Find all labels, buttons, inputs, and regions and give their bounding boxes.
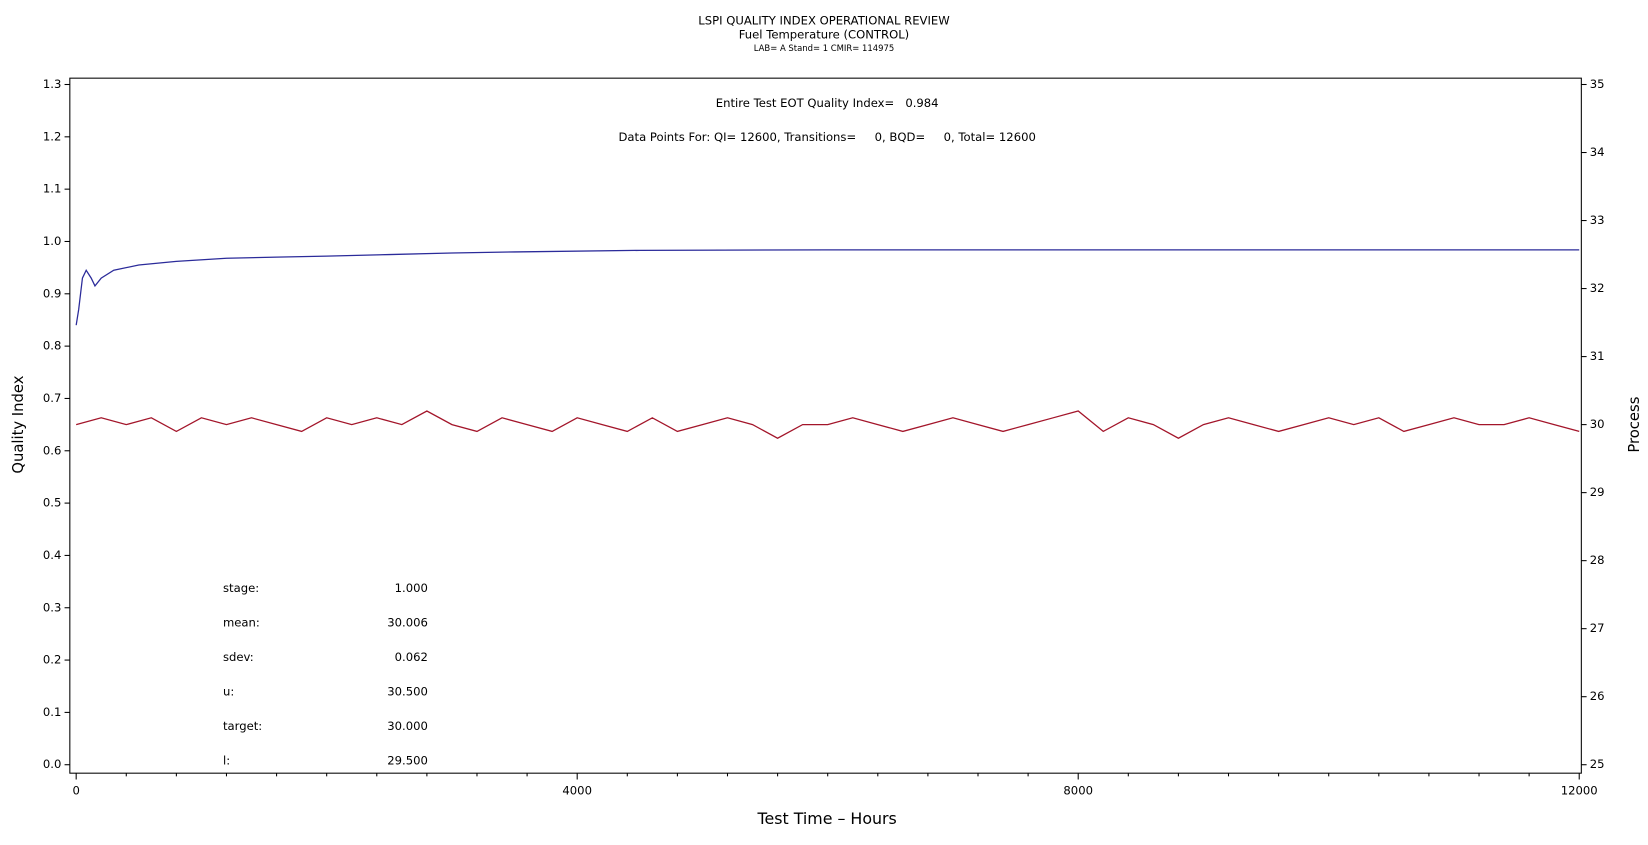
stat-value: 30.500	[387, 684, 428, 698]
x-tick-label: 4000	[562, 784, 592, 798]
y-tick-label: 0.7	[43, 391, 61, 405]
stat-label: u:	[223, 684, 234, 698]
y-axis-label: Quality Index	[10, 375, 27, 473]
y-tick-label: 0.0	[43, 757, 61, 771]
stat-value: 1.000	[395, 581, 428, 595]
x-tick-label: 12000	[1561, 784, 1598, 798]
annotation: Entire Test EOT Quality Index= 0.984	[716, 96, 939, 110]
y2-axis-label: Process	[1626, 397, 1643, 453]
y-tick-label: 0.5	[43, 496, 61, 510]
x-tick-label: 8000	[1063, 784, 1093, 798]
y-tick-label: 0.6	[43, 443, 61, 457]
stat-label: sdev:	[223, 650, 254, 664]
chart-subtitle: Fuel Temperature (CONTROL)	[739, 27, 909, 41]
x-tick-label: 0	[72, 784, 79, 798]
y-tick-label: 0.8	[43, 339, 61, 353]
y2-tick-label: 27	[1590, 621, 1605, 635]
chart-subtitle: LAB= A Stand= 1 CMIR= 114975	[754, 43, 894, 53]
plot-frame	[69, 77, 1582, 774]
y-tick-label: 0.3	[43, 600, 61, 614]
stat-label: l:	[223, 754, 230, 768]
y2-tick-label: 32	[1590, 281, 1605, 295]
y-tick-label: 1.1	[43, 182, 61, 196]
y2-tick-label: 33	[1590, 213, 1605, 227]
y-tick-label: 1.0	[43, 234, 61, 248]
data-line	[75, 249, 1580, 326]
stat-value: 0.062	[395, 650, 428, 664]
y-tick-label: 0.2	[43, 653, 61, 667]
stat-label: target:	[223, 719, 262, 733]
y-tick-label: 1.3	[43, 77, 61, 91]
annotation: Data Points For: QI= 12600, Transitions=…	[618, 130, 1035, 144]
y-tick-label: 1.2	[43, 129, 61, 143]
y2-tick-label: 28	[1590, 553, 1605, 567]
y2-tick-label: 34	[1590, 145, 1605, 159]
y2-tick-label: 25	[1590, 757, 1605, 771]
stat-value: 29.500	[387, 754, 428, 768]
chart-title: LSPI QUALITY INDEX OPERATIONAL REVIEW	[698, 14, 950, 28]
x-axis-label: Test Time – Hours	[757, 809, 897, 828]
stat-label: mean:	[223, 615, 260, 629]
stat-value: 30.006	[387, 615, 428, 629]
y2-tick-label: 30	[1590, 417, 1605, 431]
y2-tick-label: 35	[1590, 77, 1605, 91]
stat-label: stage:	[223, 581, 259, 595]
stat-value: 30.000	[387, 719, 428, 733]
y2-tick-label: 31	[1590, 349, 1605, 363]
y2-tick-label: 26	[1590, 689, 1605, 703]
y-tick-label: 0.4	[43, 548, 61, 562]
data-line	[76, 410, 1580, 439]
y-tick-label: 0.1	[43, 705, 61, 719]
y-tick-label: 0.9	[43, 286, 61, 300]
y2-tick-label: 29	[1590, 485, 1605, 499]
